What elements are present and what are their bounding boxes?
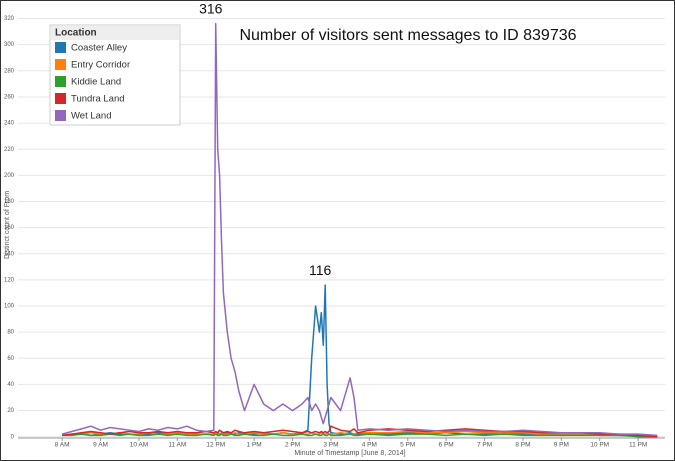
- legend-label: Wet Land: [71, 111, 112, 122]
- x-tick-label: 11 PM: [629, 442, 647, 449]
- legend-label: Tundra Land: [71, 94, 125, 105]
- plot: [62, 23, 658, 438]
- legend: Location: [49, 24, 181, 126]
- y-tick-label: 140: [4, 251, 15, 257]
- legend-swatch: [55, 76, 66, 87]
- y-tick-label: 220: [4, 147, 15, 153]
- x-tick-label: 6 PM: [439, 442, 454, 449]
- legend-label: Coaster Alley: [71, 43, 127, 54]
- x-axis-label: Minute of Timestamp [June 8, 2014]: [294, 450, 405, 457]
- y-tick-label: 0: [11, 434, 15, 440]
- x-tick-label: 10 AM: [130, 442, 148, 449]
- legend-label: Entry Corridor: [71, 60, 130, 71]
- legend-swatch: [55, 42, 66, 53]
- x-tick-label: 3 PM: [323, 442, 338, 449]
- annotation: 116: [309, 262, 332, 278]
- y-tick-label: 280: [4, 68, 15, 74]
- legend-swatch: [55, 110, 66, 121]
- x-tick-label: 11 AM: [168, 442, 186, 449]
- y-tick-label: 180: [4, 199, 15, 205]
- y-tick-label: 100: [4, 304, 15, 310]
- legend-header: [51, 26, 179, 40]
- series-line: [62, 433, 658, 438]
- x-tick-label: 9 PM: [554, 442, 569, 449]
- x-tick-label: 8 PM: [515, 442, 530, 449]
- x-tick-label: 1 PM: [247, 442, 262, 449]
- y-tick-label: 300: [4, 42, 15, 48]
- y-tick-label: 160: [4, 225, 15, 231]
- annotation: 316: [199, 0, 223, 16]
- y-tick-label: 260: [4, 95, 15, 101]
- chart-title: Number of visitors sent messages to ID 8…: [239, 27, 576, 44]
- legend-title: Location: [55, 28, 97, 39]
- x-tick-label: 12 PM: [206, 442, 225, 449]
- y-tick-label: 20: [7, 408, 14, 414]
- legend-swatch: [55, 59, 66, 70]
- x-tick-label: 10 PM: [590, 442, 609, 449]
- legend-swatch: [55, 93, 66, 104]
- legend-label: Kiddie Land: [71, 77, 121, 88]
- y-tick-label: 120: [4, 277, 15, 283]
- series-line: [62, 425, 658, 438]
- y-tick-label: 240: [4, 121, 15, 127]
- y-tick-label: 40: [7, 382, 14, 388]
- legend-box: [49, 24, 181, 126]
- y-axis-label: Distinct count of From: [4, 191, 11, 259]
- x-tick-label: 2 PM: [285, 442, 300, 449]
- x-tick-label: 7 PM: [477, 442, 492, 449]
- x-tick-label: 4 PM: [362, 442, 377, 449]
- series-line: [62, 23, 658, 437]
- y-tick-label: 320: [4, 16, 15, 22]
- x-tick-label: 8 AM: [55, 442, 70, 449]
- y-tick-label: 80: [7, 330, 14, 336]
- x-tick-label: 9 AM: [93, 442, 108, 449]
- y-tick-label: 60: [7, 356, 14, 362]
- y-tick-label: 200: [4, 173, 15, 179]
- x-tick-label: 5 PM: [400, 442, 415, 449]
